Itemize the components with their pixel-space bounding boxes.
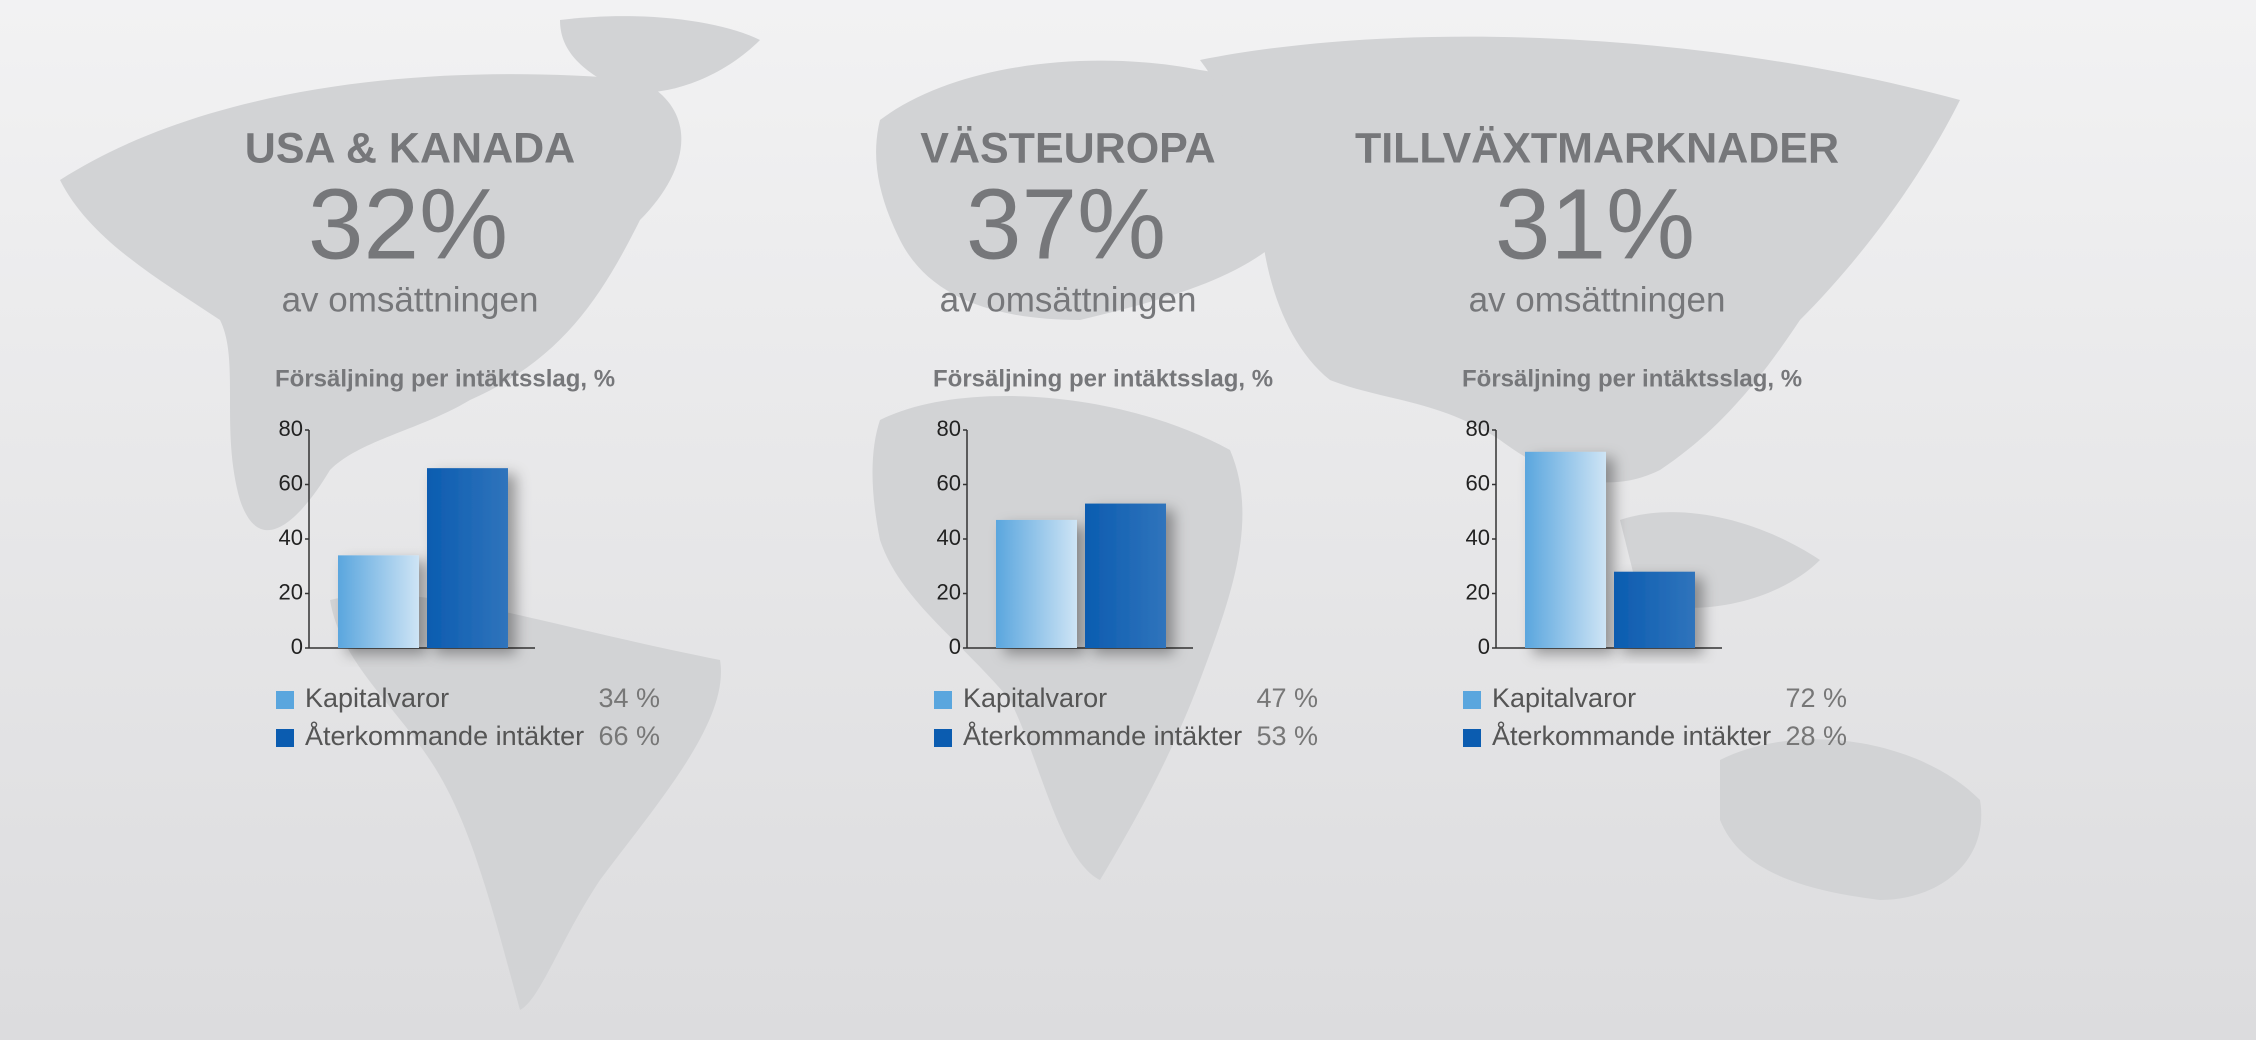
legend-swatch (1463, 691, 1481, 709)
region-share: 37% (966, 168, 1166, 280)
legend-label: Kapitalvaror (1492, 683, 1636, 713)
legend-swatch (1463, 729, 1481, 747)
legend-swatch (276, 691, 294, 709)
legend-label: Kapitalvaror (305, 683, 449, 713)
legend-value: 34 % (598, 683, 660, 713)
legend-swatch (934, 729, 952, 747)
y-tick-label: 80 (279, 416, 303, 441)
y-tick-label: 60 (1466, 470, 1490, 495)
legend-label: Återkommande intäkter (963, 720, 1242, 751)
y-tick-label: 0 (1478, 634, 1490, 659)
legend-value: 72 % (1785, 683, 1847, 713)
y-tick-label: 80 (937, 416, 961, 441)
bar (427, 468, 508, 648)
legend-value: 47 % (1256, 683, 1318, 713)
region-title: VÄSTEUROPA (920, 124, 1215, 172)
legend-label: Återkommande intäkter (305, 720, 584, 751)
y-tick-label: 0 (291, 634, 303, 659)
y-tick-label: 0 (949, 634, 961, 659)
bar (338, 555, 419, 648)
legend-value: 66 % (598, 721, 660, 751)
y-tick-label: 40 (1466, 525, 1490, 550)
bar (1085, 503, 1166, 648)
region-share-note: av omsättningen (282, 280, 539, 319)
y-tick-label: 20 (937, 579, 961, 604)
bar (1525, 451, 1606, 648)
chart-title: Försäljning per intäktsslag, % (933, 365, 1273, 392)
y-tick-label: 20 (279, 579, 303, 604)
y-tick-label: 40 (279, 525, 303, 550)
region-share-note: av omsättningen (940, 280, 1197, 319)
legend-label: Kapitalvaror (963, 683, 1107, 713)
legend-label: Återkommande intäkter (1492, 720, 1771, 751)
y-tick-label: 60 (937, 470, 961, 495)
legend-swatch (934, 691, 952, 709)
legend-value: 28 % (1785, 721, 1847, 751)
bar (996, 519, 1077, 648)
region-title: TILLVÄXTMARKNADER (1355, 124, 1839, 172)
bar (1614, 571, 1695, 648)
chart-title: Försäljning per intäktsslag, % (275, 365, 615, 392)
y-tick-label: 80 (1466, 416, 1490, 441)
y-tick-label: 40 (937, 525, 961, 550)
legend-value: 53 % (1256, 721, 1318, 751)
region-title: USA & KANADA (245, 124, 575, 172)
chart-title: Försäljning per intäktsslag, % (1462, 365, 1802, 392)
region-share: 32% (308, 168, 508, 280)
region-share: 31% (1495, 168, 1695, 280)
y-tick-label: 20 (1466, 579, 1490, 604)
region-share-note: av omsättningen (1469, 280, 1726, 319)
y-tick-label: 60 (279, 470, 303, 495)
legend-swatch (276, 729, 294, 747)
